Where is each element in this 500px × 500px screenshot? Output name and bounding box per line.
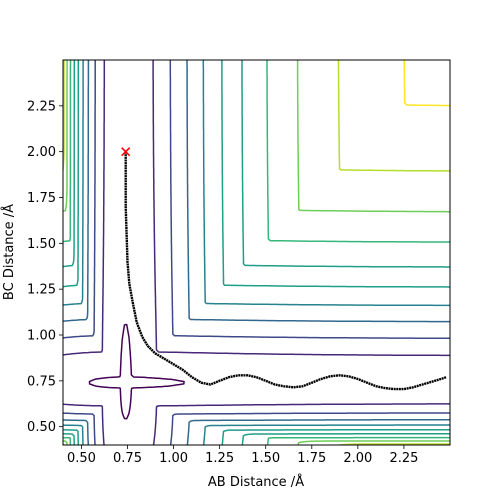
- y-tick-label: 0.50: [27, 420, 56, 435]
- start-point-marker: [121, 147, 131, 157]
- x-axis-ticks: 0.50 0.75 1.00 1.25 1.50 1.75 2.00 2.25: [67, 445, 418, 466]
- x-tick-label: 0.75: [113, 451, 142, 466]
- contour-level-line: [63, 60, 450, 445]
- x-tick-label: 0.50: [67, 451, 96, 466]
- x-tick-label: 2.00: [343, 451, 372, 466]
- y-axis-ticks: 0.50 0.75 1.00 1.25 1.50 1.75 2.00 2.25: [27, 99, 63, 435]
- y-tick-label: 1.75: [27, 191, 56, 206]
- contour-level-line: [403, 60, 450, 107]
- contour-level-line: [63, 60, 450, 445]
- x-tick-label: 1.50: [251, 451, 280, 466]
- trajectory-layer: [124, 151, 447, 391]
- contour-level-line: [88, 323, 185, 420]
- x-tick-label: 1.75: [297, 451, 326, 466]
- start-marker-layer: [121, 147, 131, 157]
- y-tick-label: 1.25: [27, 283, 56, 298]
- y-tick-label: 2.25: [27, 99, 56, 114]
- contour-lines: [63, 60, 450, 445]
- contour-level-line: [63, 60, 450, 445]
- contour-level-line: [63, 60, 450, 445]
- y-tick-label: 1.00: [27, 329, 56, 344]
- contour-level-line: [63, 60, 450, 445]
- x-tick-label: 1.00: [159, 451, 188, 466]
- trajectory-line: [124, 151, 447, 391]
- y-tick-label: 0.75: [27, 374, 56, 389]
- x-tick-label: 1.25: [205, 451, 234, 466]
- plot-frame: [62, 59, 451, 446]
- contour-level-line: [63, 60, 450, 445]
- contour-level-line: [63, 60, 450, 445]
- y-axis-label: BC Distance /Å: [1, 204, 17, 300]
- y-tick-label: 1.50: [27, 237, 56, 252]
- y-tick-label: 2.00: [27, 145, 56, 160]
- x-axis-label: AB Distance /Å: [208, 474, 304, 490]
- x-tick-label: 2.25: [389, 451, 418, 466]
- contour-level-line: [63, 60, 450, 445]
